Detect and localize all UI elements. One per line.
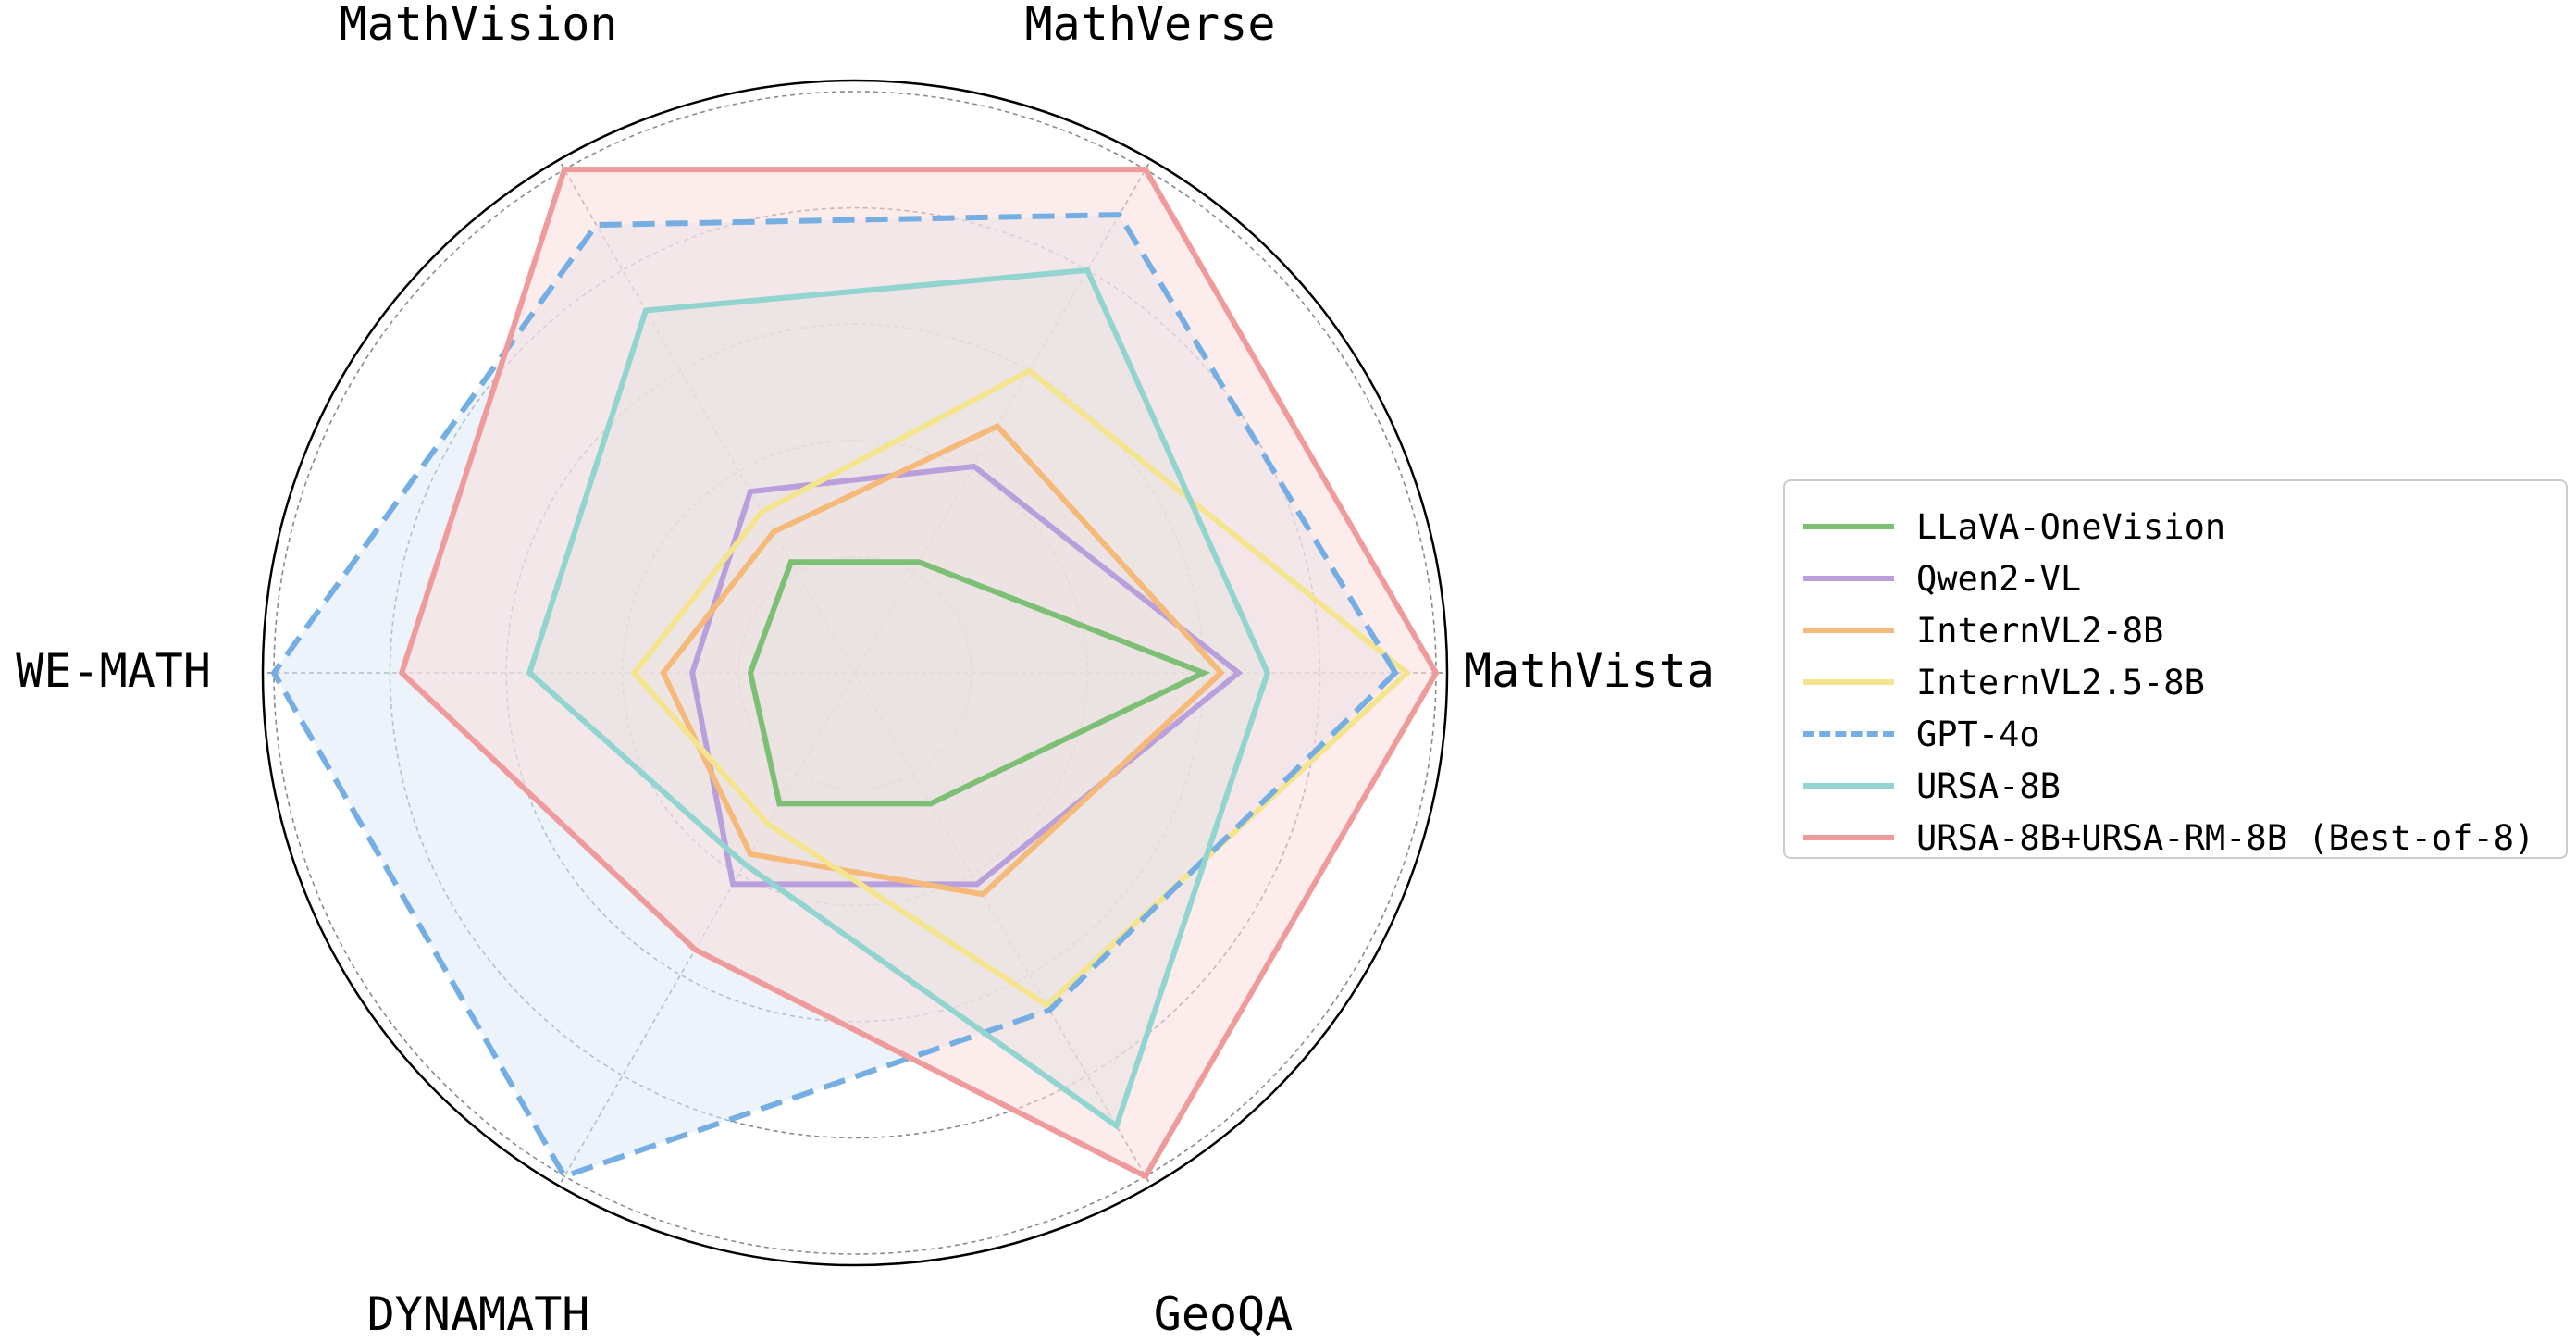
series-line — [660, 422, 1225, 898]
legend-label: URSA-8B — [1916, 765, 2061, 806]
series-line — [526, 267, 1271, 1131]
legend-label: InternVL2.5-8B — [1916, 662, 2205, 702]
legend-label: GPT-4o — [1916, 714, 2040, 754]
legend-item: InternVL2.5-8B — [1785, 655, 2205, 709]
legend-label: InternVL2-8B — [1916, 610, 2164, 651]
axis-label: DYNAMATH — [367, 1287, 590, 1341]
legend-item: Qwen2-VL — [1785, 552, 2081, 605]
legend-item: InternVL2-8B — [1785, 603, 2163, 657]
legend-swatch — [1803, 576, 1894, 581]
axis-label: GeoQA — [1154, 1287, 1294, 1341]
legend-label: Qwen2-VL — [1916, 558, 2082, 599]
legend-swatch — [1803, 628, 1894, 633]
outer-frame — [261, 79, 1449, 1267]
series-line — [398, 167, 1440, 1180]
legend-item: LLaVA-OneVision — [1785, 500, 2225, 553]
series-line — [747, 559, 1211, 807]
legend-swatch — [1803, 679, 1894, 685]
axis-label-layer: MathVista MathVerse MathVision WE-MATH DYNAM… — [16, 0, 1715, 1341]
series-area — [402, 169, 1437, 1176]
series-line — [630, 367, 1412, 1009]
series-fill-layer — [274, 169, 1437, 1176]
axis-label: MathVerse — [1025, 0, 1276, 51]
legend-label: LLaVA-OneVision — [1916, 506, 2226, 547]
legend-item: URSA-8B — [1785, 759, 2061, 813]
axis-label: WE-MATH — [16, 644, 211, 698]
legend-item: URSA-8B+URSA-RM-8B (Best-of-8) — [1785, 811, 2534, 864]
legend-item: GPT-4o — [1785, 707, 2040, 761]
legend-swatch — [1803, 783, 1894, 789]
axis-label: MathVista — [1464, 644, 1715, 698]
legend-swatch — [1803, 731, 1894, 737]
legend-swatch — [1803, 524, 1894, 529]
series-line — [689, 463, 1244, 888]
legend-swatch — [1803, 835, 1894, 840]
axis-label: MathVision — [339, 0, 617, 51]
legend: LLaVA-OneVision Qwen2-VL InternVL2-8B Inter… — [1783, 479, 2568, 859]
legend-label: URSA-8B+URSA-RM-8B (Best-of-8) — [1916, 817, 2535, 858]
series-line-layer — [270, 167, 1440, 1180]
series-line — [270, 212, 1399, 1180]
